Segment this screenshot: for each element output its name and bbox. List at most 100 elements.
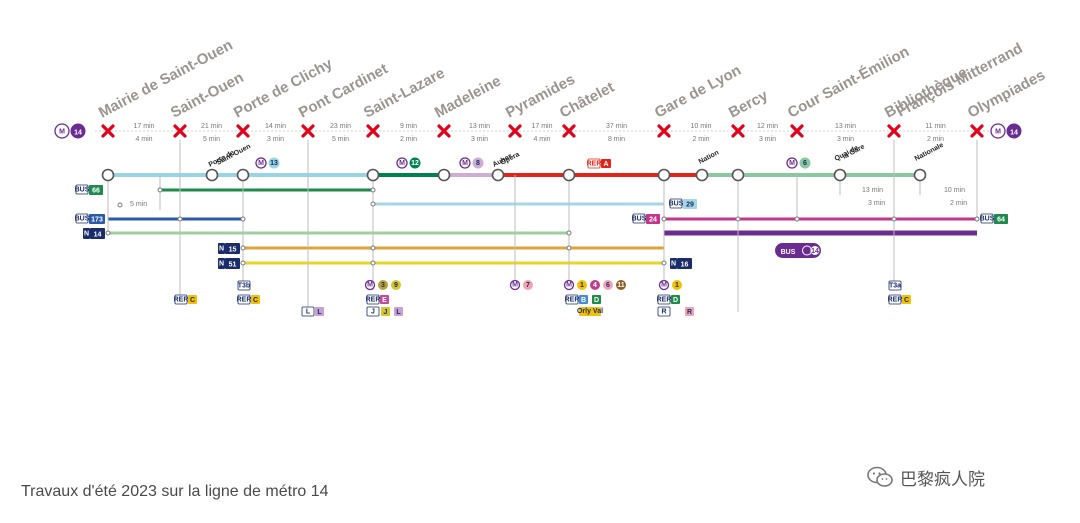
segment-walk-time: 23 min xyxy=(330,123,351,130)
line-label: L xyxy=(317,309,322,316)
segment-walk-time: 21 min xyxy=(201,123,222,130)
segment-bike-time: 4 min xyxy=(533,136,550,143)
mode-label: T3a xyxy=(889,283,901,290)
route-node xyxy=(236,168,250,182)
closed-station-cross xyxy=(887,124,901,138)
mode-box xyxy=(301,306,315,317)
transfer-dot xyxy=(240,260,246,266)
line-box-badge xyxy=(218,258,225,269)
mode-box xyxy=(888,280,902,291)
mode-box xyxy=(980,213,994,224)
metro-icon xyxy=(658,279,670,291)
transfer-dot xyxy=(661,216,667,222)
transfer-dot xyxy=(370,245,376,251)
transfer-dot xyxy=(974,216,980,222)
segment-bike-time: 2 min xyxy=(400,136,417,143)
line-label: N xyxy=(219,261,224,268)
mode-box xyxy=(75,213,89,224)
segment-travel-times: 17 min 4 min 21 min 5 min 14 min 3 min 23 min 5… xyxy=(95,123,990,143)
closed-station-cross xyxy=(562,124,576,138)
mode-box xyxy=(366,294,380,305)
line-label: Orly Val xyxy=(577,308,603,315)
mode-label: RER xyxy=(237,297,252,304)
segment-walk-time: 9 min xyxy=(400,123,417,130)
line-label: N xyxy=(219,246,224,253)
watermark-text: 巴黎疯人院 xyxy=(900,469,985,490)
line-14-number: 14 xyxy=(1010,130,1018,137)
line-box-badge xyxy=(394,307,403,316)
line-circle-badge xyxy=(616,280,626,290)
metro-icon xyxy=(563,279,575,291)
line-box-badge xyxy=(315,307,324,316)
transfer-dot xyxy=(370,201,376,207)
mode-box xyxy=(632,213,646,224)
transfer-dot xyxy=(370,260,376,266)
closed-station-cross xyxy=(731,124,745,138)
line-circle-badge xyxy=(409,157,421,169)
transfer-dot xyxy=(157,187,163,193)
line-box-badge xyxy=(251,295,260,304)
route-node xyxy=(437,168,451,182)
line-box-badge xyxy=(683,199,697,209)
mode-box xyxy=(888,294,902,305)
route-node xyxy=(913,168,927,182)
segment-bike-time: 3 min xyxy=(837,136,854,143)
line-box-badge xyxy=(671,295,680,304)
line-box-badge xyxy=(685,307,694,316)
transfer-dot xyxy=(891,216,897,222)
figure-caption: Travaux d'été 2023 sur la ligne de métro… xyxy=(21,483,329,500)
line-box-badge xyxy=(225,243,240,254)
line-label: B xyxy=(581,297,586,304)
line-label: N xyxy=(671,261,676,268)
mode-box xyxy=(366,306,380,317)
line-circle-badge xyxy=(523,280,533,290)
line-14-badge xyxy=(1006,123,1022,139)
mode-label: RER xyxy=(888,297,903,304)
segment-bike-time: 5 min xyxy=(332,136,349,143)
line-label: 66 xyxy=(92,188,100,195)
closed-station-cross xyxy=(790,124,804,138)
line-label: E xyxy=(382,297,387,304)
line-box-badge xyxy=(188,295,197,304)
line-circle-badge xyxy=(590,280,600,290)
route-node xyxy=(833,168,847,182)
transfer-dot xyxy=(566,245,572,251)
line-box-badge xyxy=(218,243,225,254)
line-box-badge xyxy=(646,214,660,224)
line-box-badge xyxy=(902,295,911,304)
line-circle-badge xyxy=(603,280,613,290)
line-label: 173 xyxy=(91,217,103,224)
mode-label: RER xyxy=(366,297,381,304)
line-box-badge xyxy=(579,295,588,304)
line-label: L xyxy=(396,309,401,316)
metro-icon xyxy=(396,157,408,169)
mode-label: R xyxy=(661,309,666,316)
closed-station-cross xyxy=(657,124,671,138)
route-node xyxy=(657,168,671,182)
metro-icon xyxy=(255,157,267,169)
segment-walk-time: 37 min xyxy=(606,123,627,130)
segment-walk-time: 12 min xyxy=(757,123,778,130)
transfer-dot xyxy=(240,216,246,222)
line-label: D xyxy=(673,297,678,304)
walk-note: 2 min xyxy=(950,200,967,207)
segment-walk-time: 13 min xyxy=(835,123,856,130)
line-label: 16 xyxy=(681,262,689,269)
segment-walk-time: 17 min xyxy=(133,123,154,130)
route-node xyxy=(731,168,745,182)
mode-label: BUS xyxy=(669,201,684,208)
line-label: 29 xyxy=(686,202,694,209)
line-number: 1 xyxy=(675,282,679,289)
closed-station-cross xyxy=(236,124,250,138)
line-number: 4 xyxy=(593,282,597,289)
line-number: 9 xyxy=(394,282,398,289)
metro-letter: M xyxy=(789,160,795,167)
line-circle-badge xyxy=(391,280,401,290)
metro-icon xyxy=(509,279,521,291)
route-node xyxy=(366,168,380,182)
metro-icon xyxy=(459,157,471,169)
segment-walk-time: 13 min xyxy=(469,123,490,130)
metro-letter: M xyxy=(59,129,65,136)
